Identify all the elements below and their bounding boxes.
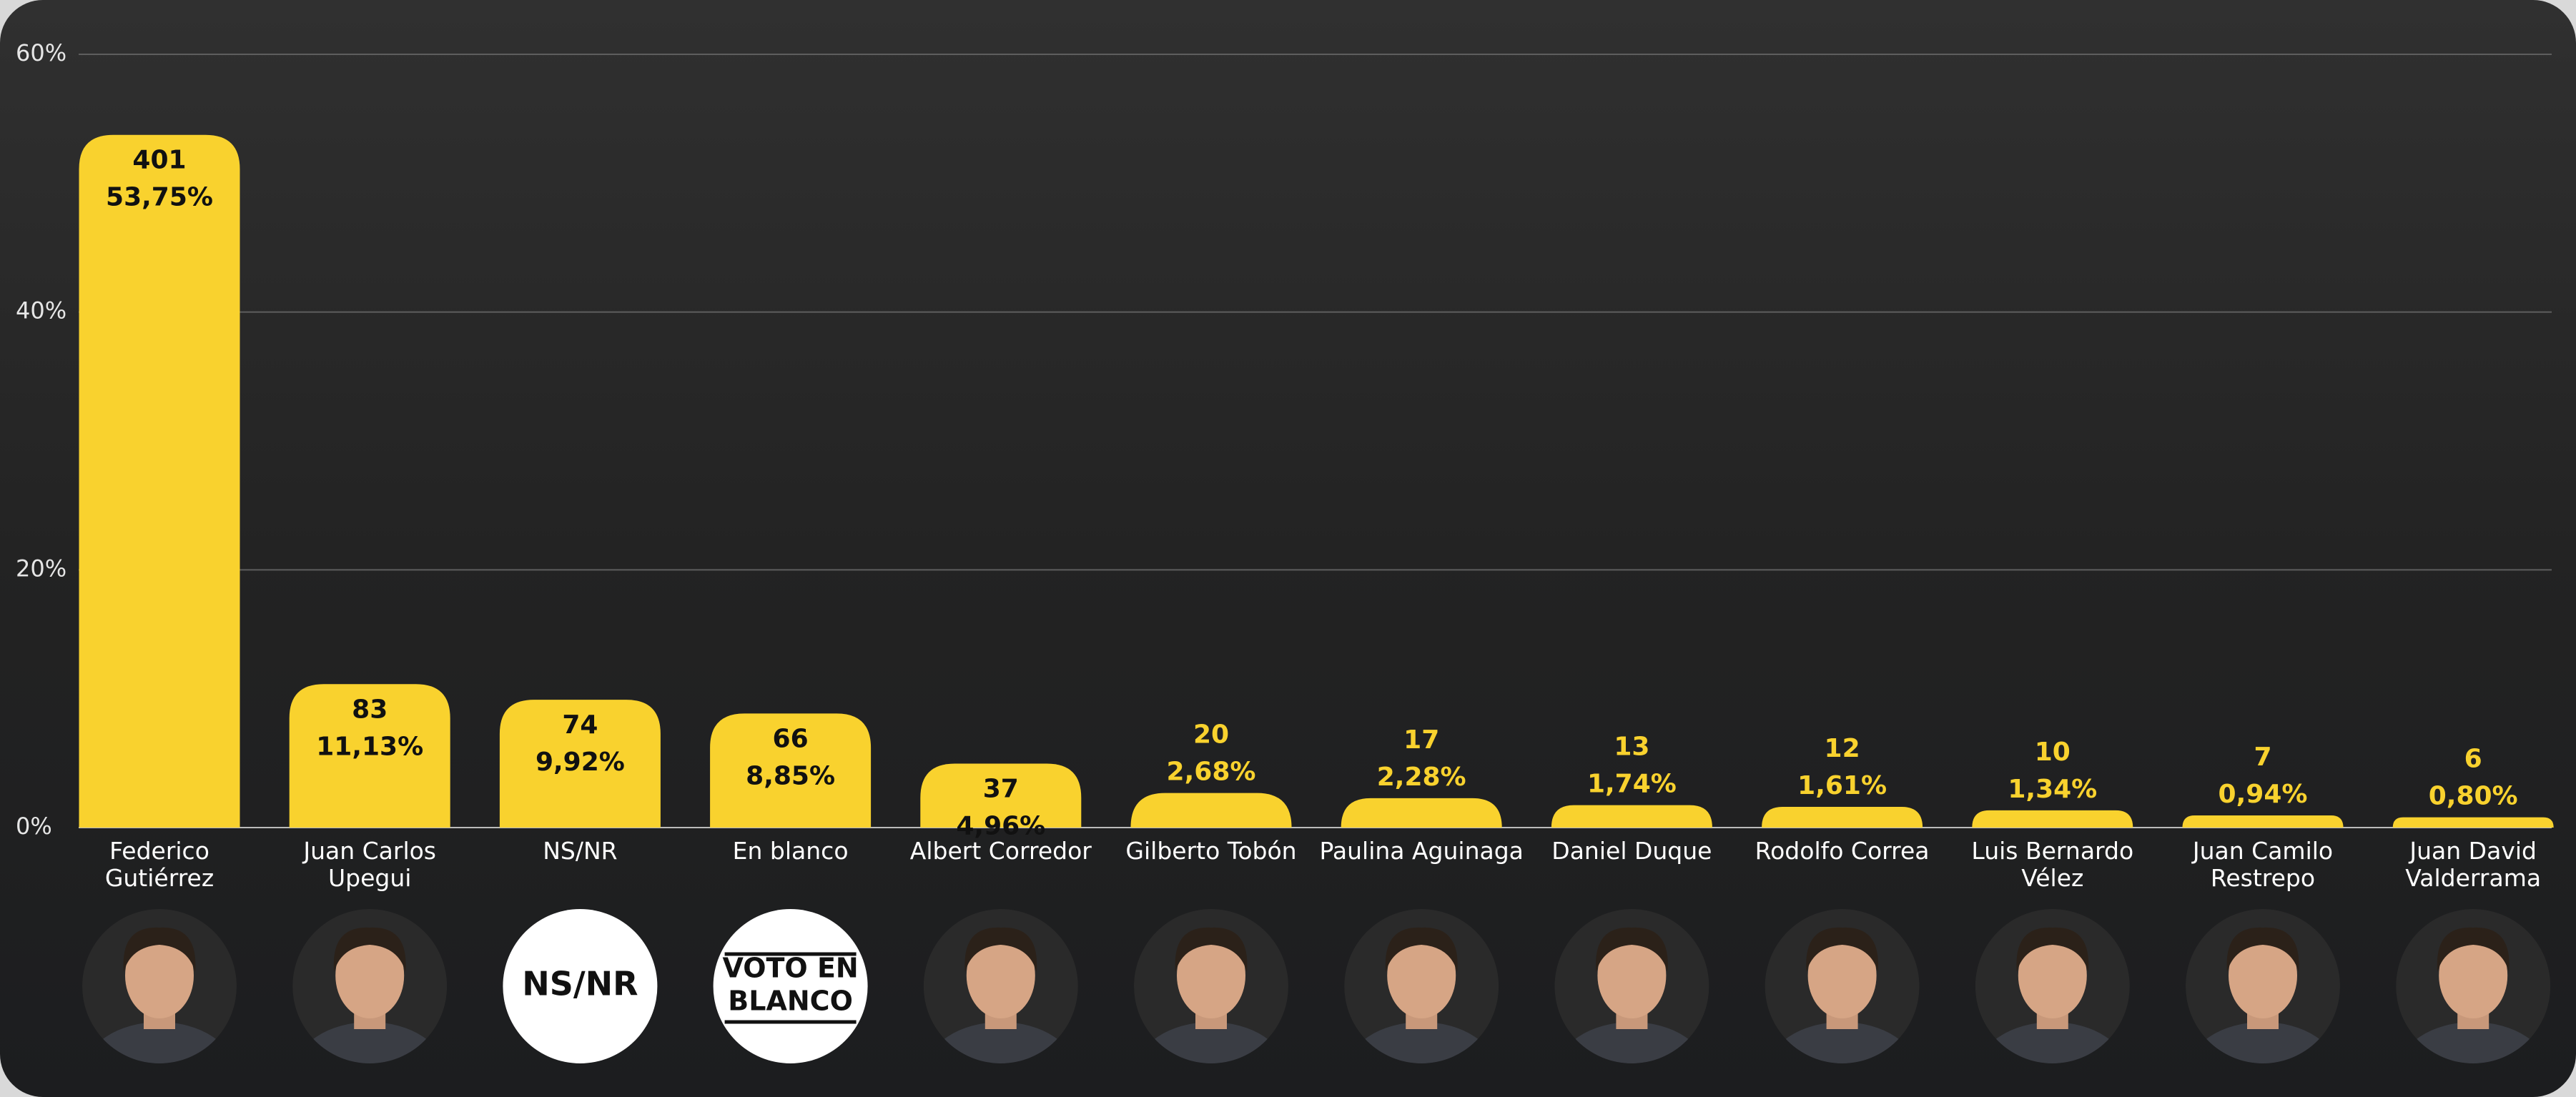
bar [1551, 805, 1712, 828]
x-tick-label-box: Juan David Valderrama [2366, 838, 2576, 902]
x-tick-label: Gilberto Tobón [1104, 838, 1318, 865]
x-tick-label: Paulina Aguinaga [1314, 838, 1529, 865]
bar [1131, 793, 1292, 828]
x-tick-label-box: Paulina Aguinaga [1314, 838, 1529, 902]
count-label: 6 [2464, 745, 2482, 774]
value-label: 2,28% [1377, 763, 1466, 792]
chart: 0% 20% 40% 60% 401 53,75% Federico Gutiérrez 83… [0, 0, 2576, 1097]
x-tick-label-box: Albert Corredor [894, 838, 1108, 902]
x-tick-label: Federico Gutiérrez [52, 838, 267, 892]
count-label: 12 [1825, 734, 1860, 763]
x-tick-label-box: En blanco [684, 838, 898, 902]
x-tick-label: Rodolfo Correa [1735, 838, 1950, 865]
x-tick-label-box: Gilberto Tobón [1104, 838, 1318, 902]
count-label: 13 [1614, 733, 1649, 762]
count-label: 20 [1193, 720, 1229, 750]
count-label: 83 [352, 695, 388, 724]
count-label: 401 [132, 146, 186, 175]
x-tick-label-box: Daniel Duque [1524, 838, 1739, 902]
x-tick-label-box: Federico Gutiérrez [52, 838, 267, 902]
bar [2183, 815, 2344, 828]
x-tick-label-box: Juan Carlos Upegui [262, 838, 477, 902]
value-label: 1,34% [2008, 775, 2097, 804]
value-label: 2,68% [1167, 758, 1256, 787]
count-label: 10 [2035, 738, 2071, 767]
y-tick-label: 20% [16, 555, 66, 582]
x-tick-label-box: Juan Camilo Restrepo [2156, 838, 2370, 902]
value-label: 4,96% [956, 812, 1045, 841]
badge-text: NS/NR [522, 965, 638, 1003]
count-label: 66 [773, 724, 809, 753]
x-tick-label-box: NS/NR [473, 838, 687, 902]
x-tick-label: Albert Corredor [894, 838, 1108, 865]
badge-text: VOTO EN [722, 953, 858, 984]
y-tick-label: 60% [16, 39, 66, 66]
x-tick-label: NS/NR [473, 838, 687, 865]
value-label: 1,74% [1587, 770, 1677, 799]
value-label: 1,61% [1797, 771, 1887, 800]
value-label: 0,94% [2219, 780, 2308, 809]
value-label: 8,85% [746, 761, 835, 790]
count-label: 37 [983, 775, 1019, 804]
value-label: 53,75% [106, 183, 213, 212]
bar [1341, 798, 1502, 828]
x-tick-label: Daniel Duque [1524, 838, 1739, 865]
bar [79, 135, 240, 828]
x-tick-label: Juan Camilo Restrepo [2156, 838, 2370, 892]
value-label: 0,80% [2429, 782, 2518, 811]
bar [1762, 807, 1923, 828]
page: 0% 20% 40% 60% 401 53,75% Federico Gutiérrez 83… [0, 0, 2576, 1097]
x-tick-label: Luis Bernardo Vélez [1945, 838, 2160, 892]
value-label: 9,92% [536, 748, 625, 777]
y-tick-label: 0% [16, 813, 52, 840]
bar [1972, 810, 2133, 828]
badge-text: BLANCO [728, 986, 853, 1017]
count-label: 74 [562, 710, 598, 740]
x-tick-label: En blanco [684, 838, 898, 865]
bar [2393, 818, 2554, 828]
value-label: 11,13% [316, 732, 423, 761]
x-tick-label: Juan David Valderrama [2366, 838, 2576, 892]
x-tick-label: Juan Carlos Upegui [262, 838, 477, 892]
x-tick-label-box: Luis Bernardo Vélez [1945, 838, 2160, 902]
y-tick-label: 40% [16, 297, 66, 324]
x-tick-label-box: Rodolfo Correa [1735, 838, 1950, 902]
count-label: 17 [1403, 725, 1439, 755]
count-label: 7 [2254, 743, 2271, 772]
